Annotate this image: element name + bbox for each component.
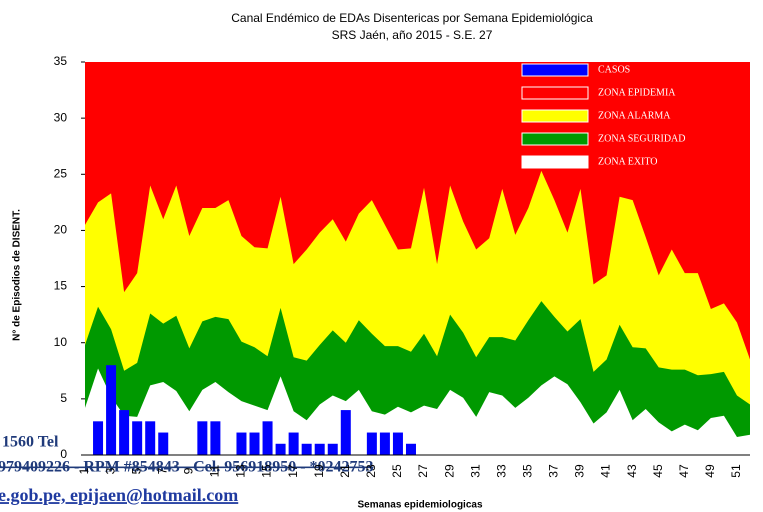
bar [366,432,377,455]
x-tick-label: 49 [703,464,717,478]
legend-swatch [521,63,589,77]
bar [249,432,260,455]
bar [236,432,247,455]
bar [379,432,390,455]
bar [301,443,312,455]
chart-title: Canal Endémico de EDAs Disentericas por … [231,11,593,25]
chart-subtitle: SRS Jaén, año 2015 - S.E. 27 [332,28,493,42]
bar [197,421,208,455]
x-tick-label: 23 [364,464,378,478]
x-tick-label: 51 [729,464,743,478]
bar [119,410,130,455]
x-axis-label: Semanas epidemiologicas [357,500,482,511]
x-tick-label: 39 [573,464,587,478]
x-tick-label: 47 [677,464,691,478]
x-tick-label: 9 [181,467,195,474]
y-tick-label: 15 [54,279,68,293]
y-tick-label: 0 [60,447,67,461]
bar [210,421,221,455]
x-tick-label: 41 [599,464,613,478]
x-tick-label: 7 [155,467,169,474]
y-tick-label: 20 [54,223,68,237]
bar [106,365,117,455]
legend-label: ZONA SEGURIDAD [598,133,686,144]
x-tick-label: 15 [260,464,274,478]
x-tick-label: 31 [468,464,482,478]
x-tick-label: 3 [103,467,117,474]
legend-swatch [521,132,589,146]
bar [275,443,286,455]
plot-area [85,62,750,455]
x-tick-label: 19 [312,464,326,478]
bar [314,443,325,455]
bar [262,421,273,455]
legend: CASOS ZONA EPIDEMIA ZONA ALARMA ZONA SEGURI… [521,63,686,169]
x-tick-label: 27 [416,464,430,478]
x-tick-label: 17 [286,464,300,478]
bar [93,421,104,455]
bar [327,443,338,455]
overlay-text: e.gob.pe, epijaen@hotmail.com [0,485,238,505]
legend-label: CASOS [598,64,630,75]
y-axis-label: N° de Episodios de DISENT. [12,209,23,341]
bar [145,421,156,455]
bar [392,432,403,455]
bar [158,432,169,455]
x-tick-label: 1 [77,467,91,474]
bar [132,421,143,455]
x-tick-label: 5 [129,467,143,474]
y-tick-label: 5 [60,391,67,405]
legend-swatch [521,109,589,123]
legend-label: ZONA EXITO [598,156,658,167]
x-tick-label: 25 [390,464,404,478]
bar [340,410,351,455]
x-tick-label: 45 [651,464,665,478]
x-tick-label: 33 [494,464,508,478]
y-tick-label: 35 [54,54,68,68]
y-tick-label: 30 [54,110,68,124]
legend-label: ZONA ALARMA [598,110,671,121]
x-tick-label: 37 [547,464,561,478]
y-tick-label: 10 [54,335,68,349]
x-tick-label: 11 [208,464,222,477]
x-tick-label: 21 [338,464,352,478]
x-tick-label: 29 [442,464,456,478]
legend-swatch [521,86,589,100]
y-tick-label: 25 [54,166,68,180]
x-tick-label: 35 [521,464,535,478]
x-tick-label: 43 [625,464,639,478]
x-tick-label: 13 [234,464,248,478]
bar [288,432,299,455]
legend-swatch [521,155,589,169]
overlay-text: 979409226 - RPM #854843 - Cel. 956918950… [0,459,374,476]
bar [405,443,416,455]
overlay-text: 1560 Tel [2,434,59,451]
legend-label: ZONA EPIDEMIA [598,87,676,98]
